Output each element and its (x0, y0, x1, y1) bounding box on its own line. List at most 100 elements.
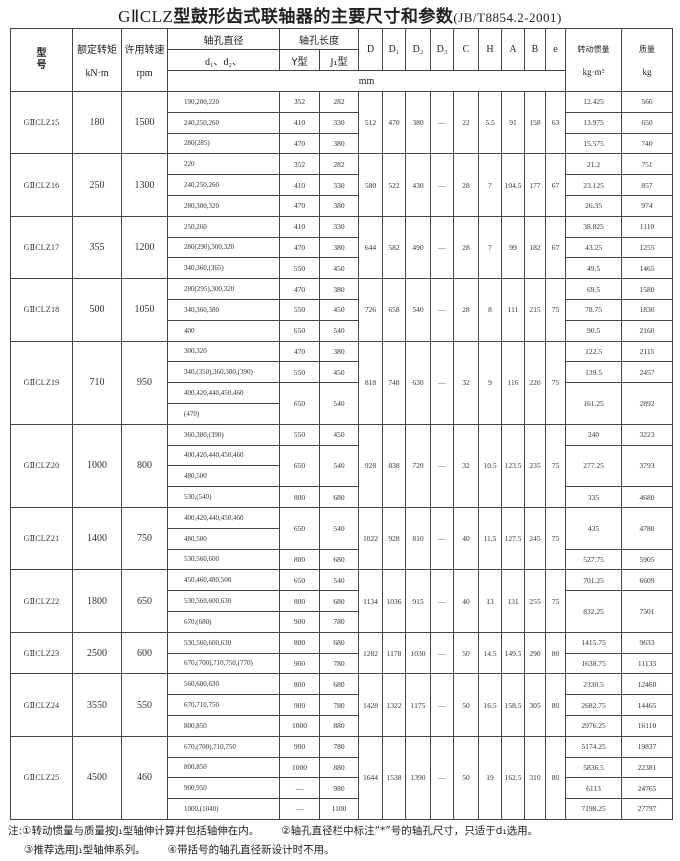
dim-D1: 748 (382, 340, 406, 425)
dim-D: 818 (358, 340, 383, 425)
dim-D3: — (430, 673, 454, 737)
bore-diameter: 400 (167, 319, 280, 342)
dim-D3: — (430, 631, 454, 675)
table-row: GⅡCLZ19 710 950 300,320 470 380 818 748 630—32 9 1… (10, 340, 673, 425)
dim-C: 28 (453, 215, 479, 280)
dim-A: 91 (501, 90, 525, 155)
header-speed: 许用转速 rpm (121, 28, 168, 92)
dim-e: 75 (545, 278, 566, 342)
mass: 22381 (621, 756, 673, 779)
moment-of-inertia: 240 (565, 423, 622, 446)
y-type-length: 550 (279, 361, 320, 384)
dim-D2: 1390 (405, 735, 431, 820)
header-bore-diameter-sub: d₁、d₂、 (167, 49, 280, 71)
dim-H: 13 (478, 569, 502, 633)
dim-e: 67 (545, 215, 566, 280)
header-D2: D₂ (405, 28, 431, 71)
table-row: 1000,(1040) —1100 7198.25 27797 (11, 798, 673, 820)
y-type-length: 900 (279, 735, 320, 758)
dim-B: 290 (524, 631, 546, 675)
y-type-length: 550 (279, 257, 320, 280)
dim-D2: 1030 (405, 631, 431, 675)
mass: 974 (621, 194, 673, 217)
bore-diameter: 670,(700),710,750 (167, 735, 280, 758)
table-row: GⅡCLZ15 180 1500 190,200,220 352 282 512 470 380… (10, 90, 673, 155)
dim-B: 220 (524, 340, 546, 425)
j1-type-length: 780 (319, 652, 359, 675)
rated-torque: 4500 (72, 735, 122, 820)
moment-of-inertia: 23.125 (565, 174, 622, 196)
table-header: 型号 额定转矩 kN·m 许用转速 rpm 轴孔直径 轴孔长度 D D₁ D₂ D₃… (10, 28, 673, 92)
dim-D2: 720 (405, 423, 431, 508)
dim-B: 305 (524, 673, 546, 737)
bore-diameter: 480,500 (167, 465, 280, 488)
moment-of-inertia: 7198.25 (565, 798, 622, 820)
mass: 1110 (621, 215, 673, 238)
y-type-length: 410 (279, 111, 320, 134)
dim-e: 80 (545, 735, 566, 820)
model-name: GⅡCLZ17 (10, 215, 73, 280)
dim-H: 16.5 (478, 673, 502, 737)
mass: 1465 (621, 257, 673, 280)
bore-diameter: 530,560,600 (167, 548, 280, 571)
header-D3: D₃ (430, 28, 454, 71)
note-2: ②轴孔直径栏中标注“*”号的轴孔尺寸，只适于d₁选用。 (281, 825, 539, 837)
moment-of-inertia: 21.2 (565, 153, 622, 176)
j1-type-length: 880 (319, 714, 359, 737)
moment-of-inertia: 38.825 (565, 215, 622, 238)
dim-e: 80 (545, 673, 566, 737)
moment-of-inertia: 6113 (565, 777, 622, 800)
dim-A: 158.5 (501, 673, 525, 737)
bore-diameter: 800,850 (167, 756, 280, 779)
dim-H: 11.5 (478, 506, 502, 571)
dim-A: 116 (501, 340, 525, 425)
bore-diameter: 400,420,440,450,460 (167, 444, 280, 467)
dim-D1: 470 (382, 90, 406, 155)
mass: 2892 (621, 382, 673, 425)
dim-D2: 1175 (405, 673, 431, 737)
moment-of-inertia: 13.975 (565, 111, 622, 134)
j1-type-length: 680 (319, 486, 359, 508)
mass: 1580 (621, 278, 673, 300)
j1-type-length: 540 (319, 444, 359, 488)
bore-diameter: 360,380,(390) (167, 423, 280, 446)
header-C: C (453, 28, 479, 71)
allowable-speed: 1050 (121, 278, 168, 342)
dim-D2: 810 (405, 506, 431, 571)
moment-of-inertia: 527.75 (565, 548, 622, 571)
dim-H: 8 (478, 278, 502, 342)
bore-diameter: 300,320 (167, 340, 280, 363)
header-j-type: J₁型 (319, 49, 359, 71)
table-row: 280(290),300,320 470 380 43.25 1255 (11, 236, 673, 259)
mass: 9633 (621, 631, 673, 654)
allowable-speed: 1500 (121, 90, 168, 155)
y-type-length: 470 (279, 132, 320, 155)
y-type-length: 1000 (279, 714, 320, 737)
title-text: 型鼓形齿式联轴器的主要尺寸和参数 (173, 7, 454, 27)
dim-e: 75 (545, 506, 566, 571)
dim-D1: 1538 (382, 735, 406, 820)
j1-type-length: 540 (319, 569, 359, 592)
table-row: GⅡCLZ18 500 1050 280(295),300,320 470 380 726 6… (10, 278, 673, 342)
moment-of-inertia: 139.5 (565, 361, 622, 384)
y-type-length: 650 (279, 506, 320, 550)
moment-of-inertia: 26.35 (565, 194, 622, 217)
header-inertia: 转动惯量 kg·m² (565, 28, 622, 92)
j1-type-length: 680 (319, 590, 359, 612)
y-type-length: 900 (279, 610, 320, 633)
dim-D: 928 (358, 423, 383, 508)
bore-diameter: 560,600,630 (167, 673, 280, 696)
bore-diameter: 530,560,600,630 (167, 631, 280, 654)
bore-diameter: 400,420,440,450,460 (167, 506, 280, 529)
y-type-length: 352 (279, 91, 320, 113)
moment-of-inertia: 701.25 (565, 569, 622, 592)
dim-C: 50 (453, 735, 479, 820)
moment-of-inertia: 49.5 (565, 257, 622, 280)
model-name: GⅡCLZ25 (10, 735, 73, 820)
moment-of-inertia: 2330.5 (565, 673, 622, 696)
rated-torque: 1400 (72, 506, 122, 571)
header-A: A (501, 28, 525, 71)
moment-of-inertia: 78.75 (565, 298, 622, 321)
notes-prefix: 注: (8, 825, 23, 837)
table-row: GⅡCLZ23 2500 600 530,560,600,630 800 680 1282 1… (10, 631, 673, 675)
